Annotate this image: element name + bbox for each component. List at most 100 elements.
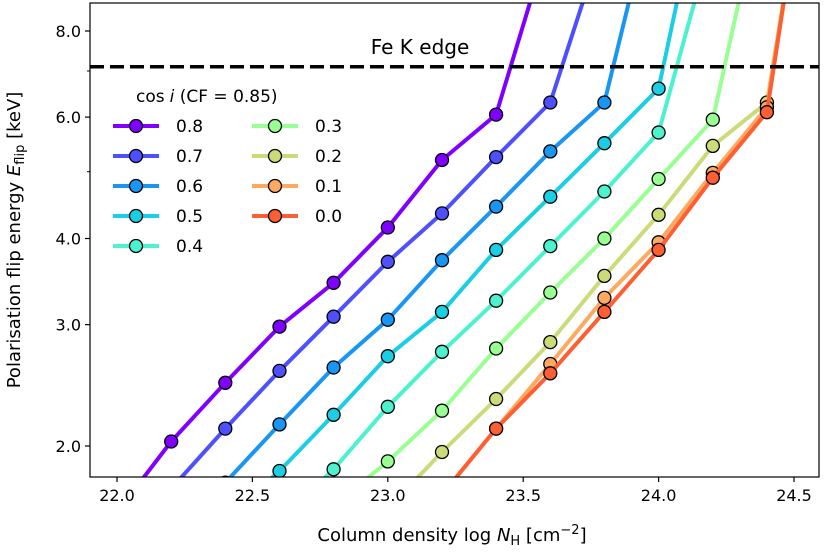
series-point-0.2-4 bbox=[651, 207, 666, 222]
series-point-0.7-2 bbox=[326, 309, 341, 324]
plot-frame bbox=[89, 2, 820, 478]
series-point-0.8-5 bbox=[434, 152, 450, 168]
series-line-0.0 bbox=[453, 3, 786, 477]
y-tick-label-3: 6.0 bbox=[56, 108, 81, 127]
series-point-0.4-0 bbox=[326, 462, 341, 477]
series-point-0.7-4 bbox=[434, 206, 450, 221]
x-axis-label: Column density log NH [cm−2] bbox=[317, 523, 586, 549]
series-point-0.0-1 bbox=[543, 366, 558, 381]
legend-marker-0.0 bbox=[267, 208, 283, 224]
x-tick-label-3: 23.5 bbox=[505, 486, 541, 505]
series-point-0.8-0 bbox=[164, 434, 179, 449]
legend-marker-0.6 bbox=[128, 178, 144, 194]
series-point-0.1-2 bbox=[597, 290, 612, 306]
y-tick-label-2: 4.0 bbox=[56, 230, 81, 249]
series-layer bbox=[141, 3, 786, 477]
series-point-0.5-5 bbox=[543, 189, 558, 204]
x-tick-label-1: 22.5 bbox=[235, 486, 271, 505]
legend-label-0.3: 0.3 bbox=[315, 117, 342, 137]
series-point-0.3-5 bbox=[651, 171, 666, 187]
series-point-0.4-6 bbox=[651, 125, 666, 140]
series-point-0.0-0 bbox=[488, 421, 504, 436]
series-point-0.6-2 bbox=[326, 360, 341, 375]
series-point-0.2-0 bbox=[434, 444, 450, 460]
legend-label-0.5: 0.5 bbox=[176, 207, 203, 227]
series-point-0.4-3 bbox=[488, 293, 504, 308]
legend-label-0.6: 0.6 bbox=[176, 177, 203, 197]
series-point-0.7-5 bbox=[488, 149, 504, 165]
series-point-0.6-3 bbox=[380, 312, 395, 327]
series-point-0.0-4 bbox=[705, 170, 720, 185]
y-axis-label: Polarisation flip energy Eflip [keV] bbox=[4, 92, 28, 389]
y-tick-label-1: 3.0 bbox=[56, 316, 81, 335]
series-line-0.6 bbox=[227, 3, 631, 477]
series-point-0.2-2 bbox=[543, 334, 558, 350]
series-point-0.2-3 bbox=[597, 268, 612, 284]
series-point-0.8-6 bbox=[488, 107, 504, 122]
legend-label-0.2: 0.2 bbox=[315, 147, 342, 167]
legend-label-0.1: 0.1 bbox=[315, 177, 342, 197]
series-point-0.4-5 bbox=[597, 184, 612, 199]
series-point-0.6-7 bbox=[597, 95, 612, 110]
series-point-0.2-1 bbox=[488, 391, 504, 407]
series-point-0.0-5 bbox=[759, 105, 775, 120]
series-point-0.2-5 bbox=[705, 138, 720, 154]
x-axis-ticks: 22.0 22.5 23.0 23.5 24.0 24.5 bbox=[99, 477, 812, 505]
series-point-0.3-2 bbox=[488, 341, 504, 356]
series-point-0.5-6 bbox=[597, 136, 612, 151]
legend-label-0.4: 0.4 bbox=[176, 237, 203, 257]
series-point-0.3-3 bbox=[543, 285, 558, 300]
x-tick-label-0: 22.0 bbox=[99, 486, 135, 505]
series-point-0.3-6 bbox=[705, 112, 720, 127]
series-point-0.7-1 bbox=[272, 363, 287, 379]
legend-marker-0.7 bbox=[128, 148, 144, 164]
series-point-0.6-6 bbox=[543, 144, 558, 159]
legend-marker-0.3 bbox=[267, 118, 283, 134]
series-point-0.8-2 bbox=[272, 319, 287, 334]
legend-label-0.0: 0.0 bbox=[315, 207, 342, 227]
series-point-0.5-2 bbox=[380, 349, 395, 364]
y-axis-ticks: 2.0 3.0 4.0 6.0 8.0 bbox=[56, 22, 90, 456]
series-point-0.8-1 bbox=[218, 375, 233, 390]
legend: cos i (CF = 0.85) 0.8 0.7 0.6 0.5 0.4 0.3 0.2 0.… bbox=[113, 87, 342, 257]
legend-marker-0.1 bbox=[267, 178, 283, 194]
x-tick-label-2: 23.0 bbox=[370, 486, 406, 505]
series-line-0.7 bbox=[178, 3, 585, 477]
series-point-0.5-1 bbox=[326, 407, 341, 422]
x-tick-label-4: 24.0 bbox=[641, 486, 677, 505]
legend-marker-0.5 bbox=[128, 208, 144, 224]
series-point-0.6-1 bbox=[272, 417, 287, 432]
fe-k-edge-label: Fe K edge bbox=[371, 35, 470, 59]
y-tick-label-4: 8.0 bbox=[56, 22, 81, 41]
series-point-0.5-4 bbox=[488, 242, 504, 258]
legend-marker-0.2 bbox=[267, 148, 283, 164]
series-point-0.3-4 bbox=[597, 231, 612, 246]
legend-label-0.7: 0.7 bbox=[176, 147, 203, 167]
series-point-0.0-2 bbox=[597, 304, 612, 320]
series-point-0.3-0 bbox=[380, 454, 395, 469]
y-tick-label-0: 2.0 bbox=[56, 437, 81, 456]
series-point-0.7-3 bbox=[380, 254, 395, 269]
series-point-0.4-4 bbox=[543, 238, 558, 254]
series-point-0.8-3 bbox=[326, 275, 341, 290]
series-point-0.6-0 bbox=[220, 475, 230, 477]
series-point-0.4-2 bbox=[434, 344, 450, 359]
legend-title: cos i (CF = 0.85) bbox=[136, 87, 278, 107]
series-point-0.4-1 bbox=[380, 399, 395, 414]
x-tick-label-5: 24.5 bbox=[776, 486, 812, 505]
series-point-0.5-7 bbox=[651, 81, 666, 96]
legend-marker-0.4 bbox=[128, 238, 144, 254]
series-point-0.6-5 bbox=[488, 199, 504, 214]
legend-marker-0.8 bbox=[128, 118, 144, 134]
series-point-0.5-0 bbox=[272, 463, 287, 477]
series-point-0.7-6 bbox=[543, 95, 558, 110]
series-point-0.8-4 bbox=[380, 220, 395, 235]
series-point-0.3-1 bbox=[434, 403, 450, 418]
series-line-0.5 bbox=[269, 3, 679, 477]
legend-label-0.8: 0.8 bbox=[176, 117, 203, 137]
series-point-0.5-3 bbox=[434, 304, 450, 320]
series-point-0.6-4 bbox=[434, 253, 450, 268]
series-point-0.7-0 bbox=[218, 421, 233, 436]
series-point-0.0-3 bbox=[651, 242, 666, 258]
